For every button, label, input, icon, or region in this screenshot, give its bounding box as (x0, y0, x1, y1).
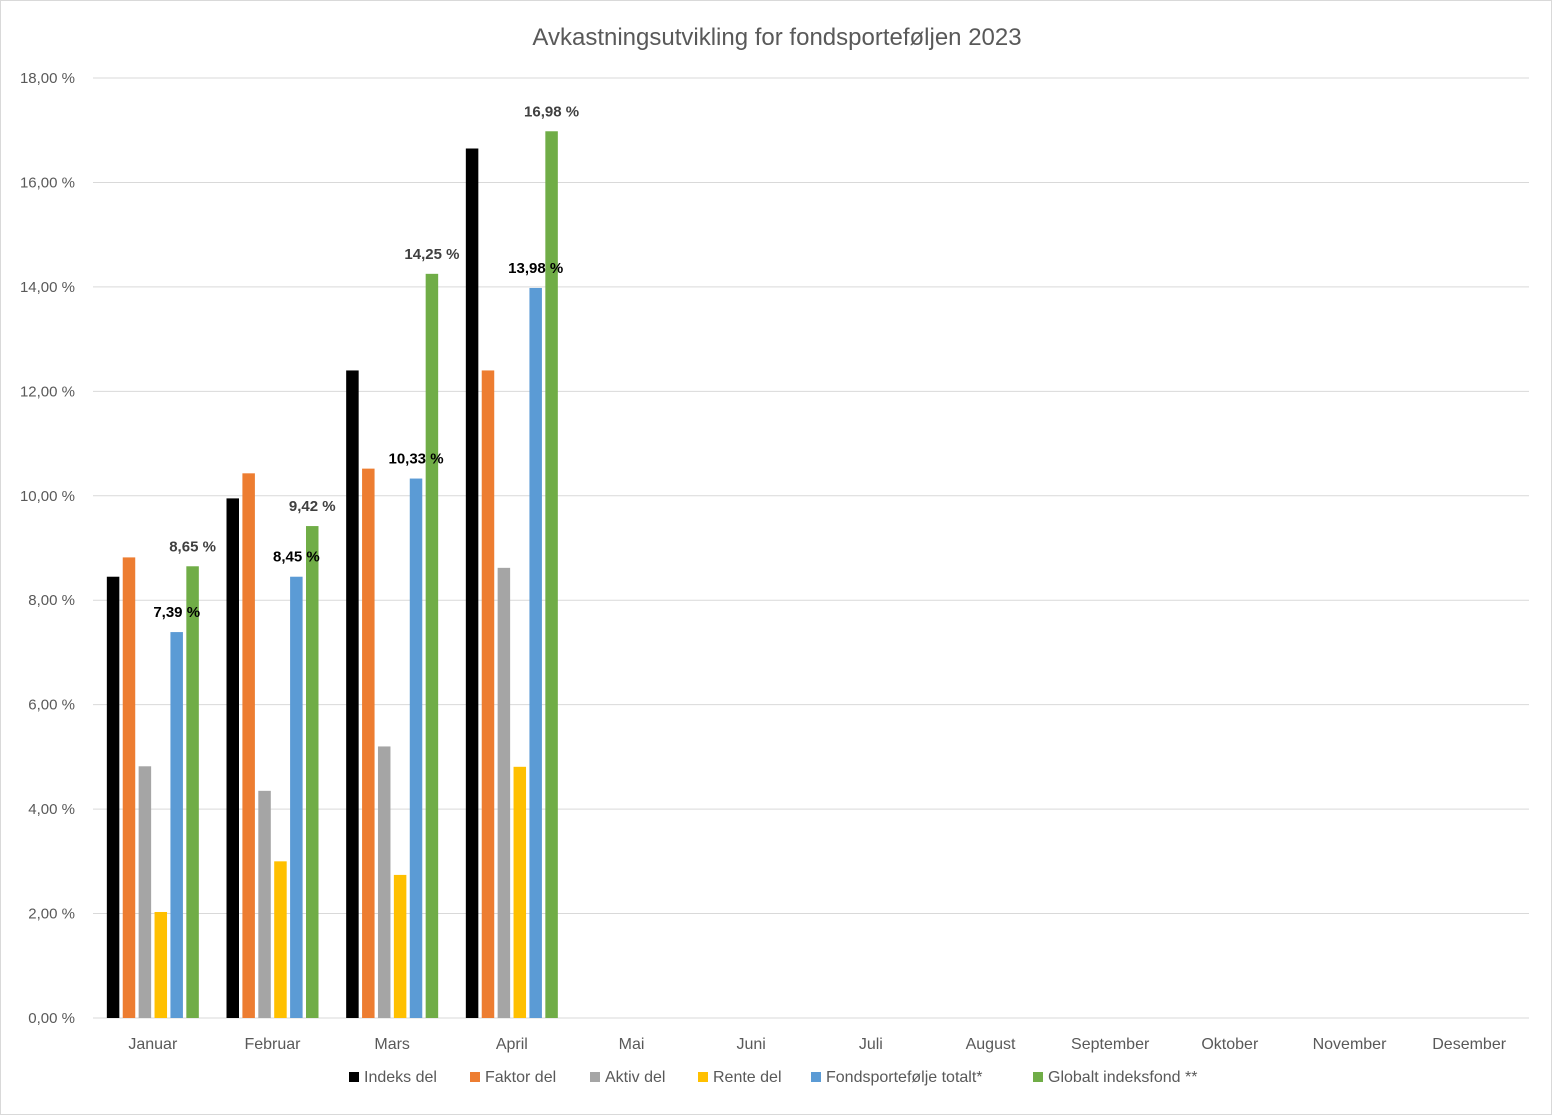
legend: Indeks del Faktor del Aktiv del Rente del Fo… (349, 1069, 1197, 1086)
bar (346, 370, 359, 1018)
legend-label: Fondsportefølje totalt* (826, 1069, 983, 1086)
legend-swatch (590, 1072, 600, 1082)
bar (274, 861, 287, 1018)
bar (138, 766, 152, 1018)
x-category-label: September (1071, 1036, 1150, 1053)
bar (513, 766, 527, 1018)
gridlines (93, 77, 1529, 1019)
data-label: 16,98 % (524, 103, 579, 120)
y-tick-label: 0,00 % (28, 1010, 75, 1027)
bar (242, 473, 255, 1018)
legend-label: Faktor del (485, 1069, 556, 1086)
data-label: 9,42 % (289, 498, 336, 515)
data-label: 8,65 % (169, 538, 216, 555)
bar (306, 526, 319, 1018)
bar (377, 746, 391, 1018)
bar (362, 468, 375, 1019)
bar (170, 632, 183, 1018)
x-category-label: August (966, 1036, 1016, 1053)
bars (106, 131, 558, 1019)
x-category-label: Juli (859, 1036, 883, 1053)
y-tick-label: 10,00 % (20, 488, 75, 505)
bar (481, 370, 495, 1018)
data-label: 8,45 % (273, 549, 320, 566)
legend-label: Rente del (713, 1069, 782, 1086)
legend-label: Aktiv del (605, 1069, 665, 1086)
legend-swatch (470, 1072, 480, 1082)
data-labels: 7,39 % 8,45 % 10,33 % 13,98 % 8,65 % 9,42 % 14… (153, 103, 579, 621)
y-tick-label: 6,00 % (28, 697, 75, 714)
data-label: 14,25 % (404, 246, 459, 263)
bar (409, 478, 423, 1018)
x-category-label: Juni (736, 1036, 765, 1053)
y-axis-ticks: 0,00 % 2,00 % 4,00 % 6,00 % 8,00 % 10,00 % 12,… (20, 70, 75, 1027)
legend-label: Indeks del (364, 1069, 437, 1086)
bar (393, 874, 407, 1018)
legend-label: Globalt indeksfond ** (1048, 1069, 1197, 1086)
bar (425, 273, 439, 1018)
bar (529, 287, 542, 1018)
bar (545, 131, 558, 1018)
x-category-label: Mars (374, 1036, 410, 1053)
x-category-label: Desember (1432, 1036, 1506, 1053)
y-tick-label: 12,00 % (20, 383, 75, 400)
bar (226, 498, 239, 1018)
bar (154, 911, 168, 1018)
bar (122, 557, 136, 1018)
x-axis-categories: Januar Februar Mars April Mai Juni Juli August S… (128, 1036, 1506, 1053)
legend-swatch (1033, 1072, 1043, 1082)
legend-swatch (811, 1072, 821, 1082)
data-label: 7,39 % (153, 604, 200, 621)
legend-swatch (698, 1072, 708, 1082)
x-category-label: Januar (128, 1036, 178, 1053)
x-category-label: Februar (244, 1036, 301, 1053)
x-category-label: Mai (619, 1036, 645, 1053)
y-tick-label: 16,00 % (20, 174, 75, 191)
bar (497, 567, 511, 1018)
bar (258, 790, 271, 1018)
bar (465, 148, 479, 1018)
bar (106, 576, 120, 1018)
data-label: 10,33 % (388, 451, 443, 468)
chart-title: Avkastningsutvikling for fondsportefølje… (532, 24, 1021, 51)
bar (186, 566, 199, 1018)
data-label: 13,98 % (508, 260, 563, 277)
y-tick-label: 18,00 % (20, 70, 75, 87)
y-tick-label: 2,00 % (28, 906, 75, 923)
y-tick-label: 8,00 % (28, 592, 75, 609)
y-tick-label: 14,00 % (20, 279, 75, 296)
y-tick-label: 4,00 % (28, 801, 75, 818)
x-category-label: April (496, 1036, 528, 1053)
x-category-label: Oktober (1201, 1036, 1259, 1053)
x-category-label: November (1313, 1036, 1387, 1053)
bar (290, 576, 303, 1018)
legend-swatch (349, 1072, 359, 1082)
